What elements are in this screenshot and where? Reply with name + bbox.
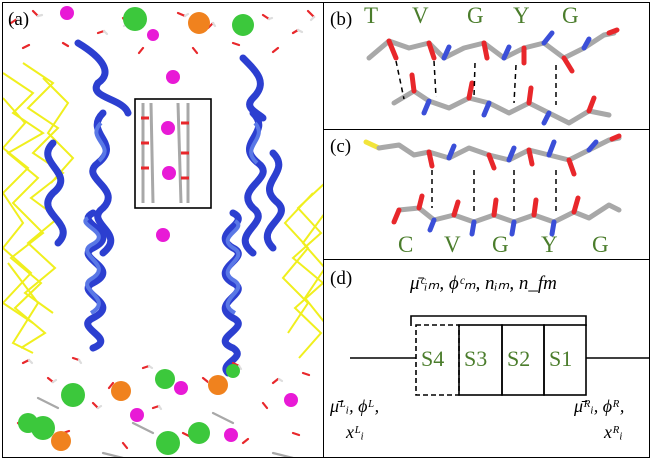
- site-label-s3: S3: [464, 346, 488, 371]
- ion-sphere: [161, 121, 175, 135]
- bracket: [410, 315, 587, 326]
- residue-label: Y: [541, 232, 558, 257]
- helix-left-shade: [83, 121, 107, 315]
- ion-sphere: [188, 422, 210, 444]
- helix-right-shade: [225, 121, 261, 315]
- water-molecules-top: [9, 9, 316, 55]
- residue-label: V: [444, 232, 461, 257]
- peptide-backbone-b: [366, 27, 620, 126]
- ion-sphere: [208, 375, 228, 395]
- ion-sphere: [147, 29, 159, 41]
- ion-sphere: [60, 6, 74, 20]
- residue-label: C: [398, 232, 414, 257]
- ion-sphere: [174, 381, 188, 395]
- ion-sphere: [31, 416, 55, 440]
- channel-structure-image: [3, 6, 323, 457]
- residue-label: V: [412, 3, 429, 28]
- right-bath-variables-line2: xᴿᵢ: [604, 422, 623, 442]
- ion-sphere: [51, 431, 71, 451]
- panel-d: (d) S4 S3 S2 S1 μ̄ᶜᵢₘ, ϕᶜₘ, nᵢₘ, n_fm μ̄…: [323, 259, 650, 458]
- residue-label: T: [364, 3, 379, 28]
- peptide-backbone-c: [363, 133, 622, 237]
- right-bath-variables-line1: μ̄ᴿᵢ, ϕᴿ,: [574, 396, 625, 416]
- lipid-left: [3, 62, 75, 354]
- panel-b: (b) T V G Y G: [323, 2, 650, 130]
- selectivity-filter-molecules: [141, 102, 190, 204]
- helix-left: [44, 39, 132, 352]
- ion-sphere: [156, 431, 180, 455]
- site-label-s1: S1: [549, 346, 573, 371]
- residue-label: Y: [513, 3, 530, 28]
- site-box-s1: [543, 324, 587, 396]
- panel-a-label: (a): [8, 9, 30, 30]
- ion-sphere: [232, 14, 254, 36]
- lipid-right: [281, 183, 323, 359]
- ion-sphere: [284, 393, 298, 407]
- panel-a: (a): [2, 2, 324, 458]
- left-bath-variables-line1: μ̄ᴸᵢ, ϕᴸ,: [330, 396, 380, 416]
- residue-label: G: [562, 3, 579, 28]
- ion-sphere: [162, 166, 176, 180]
- panel-c: (c) C V G Y G: [323, 129, 650, 260]
- panel-c-label: (c): [330, 136, 352, 157]
- panel-b-label: (b): [330, 9, 353, 30]
- ion-sphere: [156, 228, 170, 242]
- ion-sphere: [224, 428, 238, 442]
- residue-label: G: [467, 3, 484, 28]
- left-bath-variables-line2: xᴸᵢ: [346, 422, 365, 442]
- kinetic-model-diagram: [350, 315, 649, 396]
- helix-right: [221, 54, 285, 377]
- panel-d-label: (d): [330, 268, 353, 289]
- ion-sphere: [130, 408, 144, 422]
- residue-label: G: [592, 232, 609, 257]
- residue-label: G: [492, 232, 509, 257]
- ion-sphere: [226, 364, 240, 378]
- ion-sphere: [166, 70, 180, 84]
- cavity-variables: μ̄ᶜᵢₘ, ϕᶜₘ, nᵢₘ, n_fm: [410, 273, 557, 294]
- selectivity-filter-box: [134, 98, 212, 209]
- site-label-s2: S2: [507, 346, 531, 371]
- ion-sphere: [61, 383, 85, 407]
- ion-sphere: [188, 12, 210, 34]
- ion-sphere: [111, 381, 131, 401]
- site-label-s4: S4: [421, 346, 445, 371]
- ion-sphere: [123, 7, 147, 31]
- ion-sphere: [155, 369, 175, 389]
